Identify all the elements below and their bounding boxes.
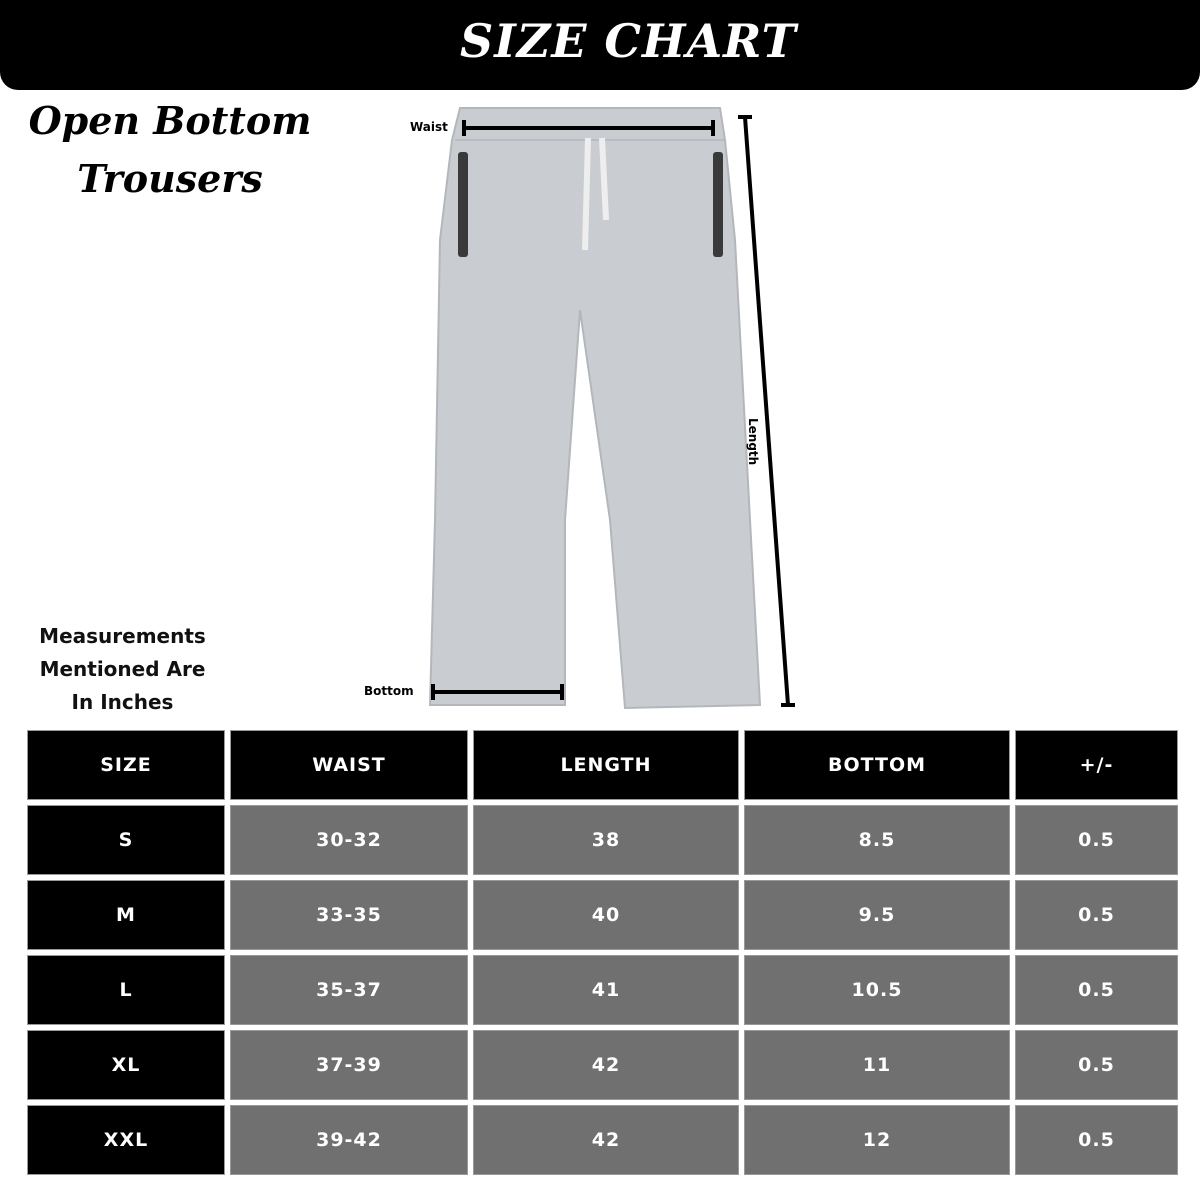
cell-tolerance: 0.5: [1015, 1105, 1178, 1175]
cell-tolerance: 0.5: [1015, 1030, 1178, 1100]
cell-tolerance: 0.5: [1015, 955, 1178, 1025]
page-title: SIZE CHART: [460, 14, 797, 68]
drawstring: [582, 137, 609, 251]
table-row: L 35-37 41 10.5 0.5: [27, 955, 1178, 1025]
measurement-note: Measurements Mentioned Are In Inches: [20, 620, 225, 719]
header-bottom: BOTTOM: [744, 730, 1010, 800]
header-banner: SIZE CHART: [0, 0, 1200, 90]
trousers-diagram: [428, 107, 795, 710]
cell-size: S: [27, 805, 225, 875]
cell-waist: 33-35: [230, 880, 468, 950]
header-tolerance: +/-: [1015, 730, 1178, 800]
cell-size: XXL: [27, 1105, 225, 1175]
cell-bottom: 8.5: [744, 805, 1010, 875]
cell-tolerance: 0.5: [1015, 880, 1178, 950]
table-row: XL 37-39 42 11 0.5: [27, 1030, 1178, 1100]
table-header-row: SIZE WAIST LENGTH BOTTOM +/-: [27, 730, 1178, 800]
cell-waist: 39-42: [230, 1105, 468, 1175]
cell-bottom: 10.5: [744, 955, 1010, 1025]
table-row: S 30-32 38 8.5 0.5: [27, 805, 1178, 875]
cell-length: 41: [473, 955, 739, 1025]
bottom-label: Bottom: [364, 684, 414, 698]
header-waist: WAIST: [230, 730, 468, 800]
product-name-line2: Trousers: [77, 156, 263, 201]
product-name-line1: Open Bottom: [28, 98, 312, 143]
note-line3: In Inches: [71, 690, 174, 714]
cell-waist: 30-32: [230, 805, 468, 875]
note-line1: Measurements: [39, 624, 206, 648]
trousers-image: [428, 107, 762, 710]
cell-bottom: 11: [744, 1030, 1010, 1100]
length-measure-line: [743, 116, 790, 706]
cell-bottom: 12: [744, 1105, 1010, 1175]
cell-length: 40: [473, 880, 739, 950]
size-table: SIZE WAIST LENGTH BOTTOM +/- S 30-32 38 8.5…: [22, 725, 1183, 1180]
cell-length: 42: [473, 1030, 739, 1100]
cell-waist: 35-37: [230, 955, 468, 1025]
cell-waist: 37-39: [230, 1030, 468, 1100]
length-label: Length: [746, 418, 760, 466]
left-pocket-zipper: [458, 152, 468, 257]
cell-size: L: [27, 955, 225, 1025]
note-line2: Mentioned Are: [39, 657, 206, 681]
cell-size: M: [27, 880, 225, 950]
cell-size: XL: [27, 1030, 225, 1100]
cell-length: 42: [473, 1105, 739, 1175]
table-row: M 33-35 40 9.5 0.5: [27, 880, 1178, 950]
product-name: Open Bottom Trousers: [20, 92, 320, 208]
table-row: XXL 39-42 42 12 0.5: [27, 1105, 1178, 1175]
waist-label: Waist: [410, 120, 448, 134]
right-pocket-zipper: [713, 152, 723, 257]
cell-length: 38: [473, 805, 739, 875]
header-length: LENGTH: [473, 730, 739, 800]
cell-bottom: 9.5: [744, 880, 1010, 950]
header-size: SIZE: [27, 730, 225, 800]
cell-tolerance: 0.5: [1015, 805, 1178, 875]
